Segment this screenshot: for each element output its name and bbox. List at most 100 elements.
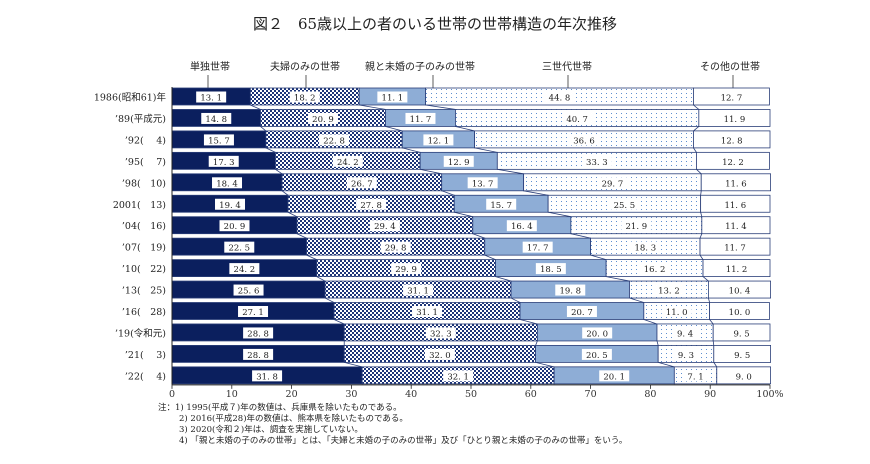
connector-line (606, 276, 630, 282)
data-label: 12. 7 (721, 94, 743, 104)
data-label: 17. 7 (527, 244, 549, 254)
connector-line (316, 276, 326, 282)
data-label-bg (233, 284, 264, 296)
connector-line (275, 169, 283, 175)
connector-line (656, 340, 659, 346)
data-label-bg (307, 112, 338, 124)
data-label: 29. 9 (395, 265, 417, 275)
data-label-bg (238, 306, 269, 317)
category-label: ’07( 19) (122, 243, 166, 254)
connector-line (519, 319, 538, 325)
data-label-bg (412, 306, 443, 317)
data-label: 11. 7 (410, 115, 432, 125)
data-label: 12. 9 (448, 158, 470, 168)
data-label-bg (423, 134, 454, 146)
connector-line (420, 168, 442, 175)
data-label-bg (403, 284, 434, 296)
connector-line (385, 126, 403, 132)
connector-line (441, 190, 455, 196)
data-label: 14. 8 (205, 115, 227, 125)
data-label-bg (653, 284, 684, 296)
data-label-bg (332, 155, 363, 167)
data-label: 9. 5 (734, 351, 750, 361)
connector-line (287, 211, 298, 218)
category-label: ’10( 22) (122, 264, 166, 275)
data-label: 12. 1 (428, 136, 450, 146)
connector-line (402, 147, 421, 153)
footnote: 2) 2016(平成28)年の数値は、熊本県を除いたものである。 (179, 413, 408, 424)
data-label-bg (609, 198, 640, 210)
connector-line (455, 126, 475, 132)
data-label: 18. 2 (294, 94, 316, 104)
x-tick-label: 20 (286, 389, 298, 400)
data-label-bg (683, 370, 708, 382)
data-label-bg (731, 370, 756, 382)
data-label-bg (224, 241, 255, 253)
category-label: ’92( 4) (125, 135, 166, 146)
data-label-bg (506, 220, 537, 232)
data-label: 32. 3 (430, 329, 452, 339)
data-label: 12. 8 (721, 136, 743, 146)
connector-line (658, 362, 675, 368)
data-label: 33. 3 (586, 158, 608, 168)
data-label-bg (720, 198, 751, 210)
data-label-bg (717, 155, 748, 167)
data-label-bg (544, 91, 575, 103)
data-label: 31. 1 (407, 287, 429, 297)
data-label-bg (720, 220, 751, 232)
chart-title: 図２ 65歳以上の者のいる世帯の世帯構造の年次推移 (253, 15, 617, 33)
data-label: 9. 0 (736, 372, 752, 382)
data-label: 13. 1 (200, 94, 222, 104)
data-label: 16. 4 (511, 222, 533, 232)
x-tick-label: 60 (525, 389, 537, 400)
data-label-bg (566, 306, 597, 317)
data-label-bg (720, 177, 751, 189)
category-label: ’21( 3) (125, 350, 166, 361)
data-label-bg (597, 177, 628, 189)
connector-line (535, 362, 555, 368)
data-label-bg (289, 91, 320, 103)
connector-line (281, 190, 289, 196)
connector-line (699, 254, 704, 260)
category-label: ’95( 7) (125, 157, 166, 168)
data-label: 27. 1 (242, 308, 264, 318)
connector-line (250, 104, 261, 110)
data-label-bg (673, 348, 698, 360)
data-label: 20. 9 (312, 115, 334, 125)
data-label-bg (196, 91, 227, 103)
data-label: 26. 7 (351, 179, 373, 189)
data-label: 11. 6 (724, 201, 746, 211)
connector-line (700, 212, 703, 217)
data-label-bg (661, 306, 692, 317)
data-label-bg (581, 348, 612, 360)
category-label: ’98( 10) (122, 178, 166, 189)
x-tick-label: 30 (345, 389, 357, 400)
connector-line (474, 147, 498, 153)
connector-line (359, 104, 386, 110)
data-label: 19. 4 (219, 201, 241, 211)
footnote: 4) 「親と未婚の子のみの世帯」とは、「夫婦と未婚の子のみの世帯」及び「ひとり親… (179, 435, 627, 446)
data-label-bg (639, 263, 670, 275)
data-label: 25. 5 (614, 201, 636, 211)
connector-line (454, 211, 473, 218)
data-label-bg (212, 177, 243, 189)
data-label: 20. 5 (586, 351, 608, 361)
connector-line (696, 169, 702, 175)
x-tick-label: 50 (465, 389, 477, 400)
data-label: 7. 1 (687, 372, 703, 382)
connector-line (643, 319, 658, 325)
connector-line (709, 319, 714, 325)
legend-label: 親と未婚の子のみの世帯 (365, 60, 475, 73)
data-label: 11. 7 (724, 244, 746, 254)
data-label: 28. 8 (247, 351, 269, 361)
connector-line (523, 190, 549, 196)
connector-line (700, 190, 702, 196)
data-label: 10. 0 (729, 308, 751, 318)
footnote: 注：1) 1995(平成７)年の数値は、兵庫県を除いたものである。 (158, 402, 402, 413)
data-label: 22. 5 (228, 244, 250, 254)
legend-label: その他の世帯 (700, 60, 760, 73)
data-label: 20. 0 (586, 329, 608, 339)
connector-line (484, 254, 496, 260)
data-label: 12. 2 (722, 158, 744, 168)
